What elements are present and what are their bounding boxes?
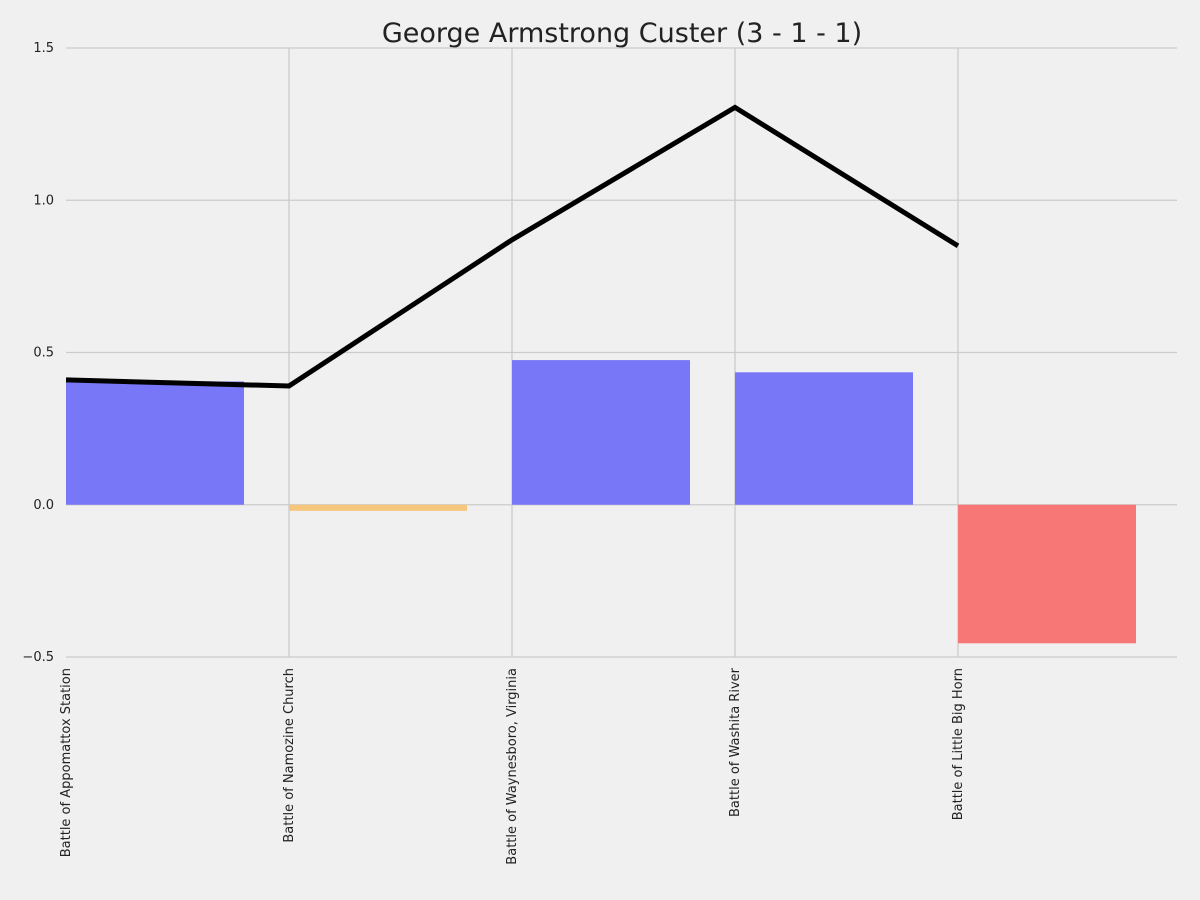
grid [66,47,1177,658]
y-tick-label: −0.5 [22,650,54,665]
y-tick-label: 1.5 [33,41,54,56]
x-tick-label: Battle of Appomattox Station [59,668,74,857]
y-axis-ticks: −0.5 0.0 0.5 1.0 1.5 [22,41,54,665]
chart-title: George Armstrong Custer (3 - 1 - 1) [382,18,862,49]
x-tick-label: Battle of Namozine Church [282,668,297,843]
bar [958,504,1136,644]
y-tick-label: 0.5 [33,346,54,361]
y-tick-label: 0.0 [33,498,54,513]
bar [289,504,467,511]
trend-line [65,104,960,389]
bar [66,381,244,505]
bars [66,360,1136,644]
x-tick-label: Battle of Washita River [728,667,743,817]
x-tick-label: Battle of Waynesboro, Virginia [505,668,520,865]
bar [512,360,690,505]
y-tick-label: 1.0 [33,193,54,208]
bar [735,372,913,505]
x-axis-ticks: Battle of Appomattox Station Battle of Na… [59,667,966,864]
x-tick-label: Battle of Little Big Horn [951,668,966,820]
trend-line-path [65,104,960,389]
